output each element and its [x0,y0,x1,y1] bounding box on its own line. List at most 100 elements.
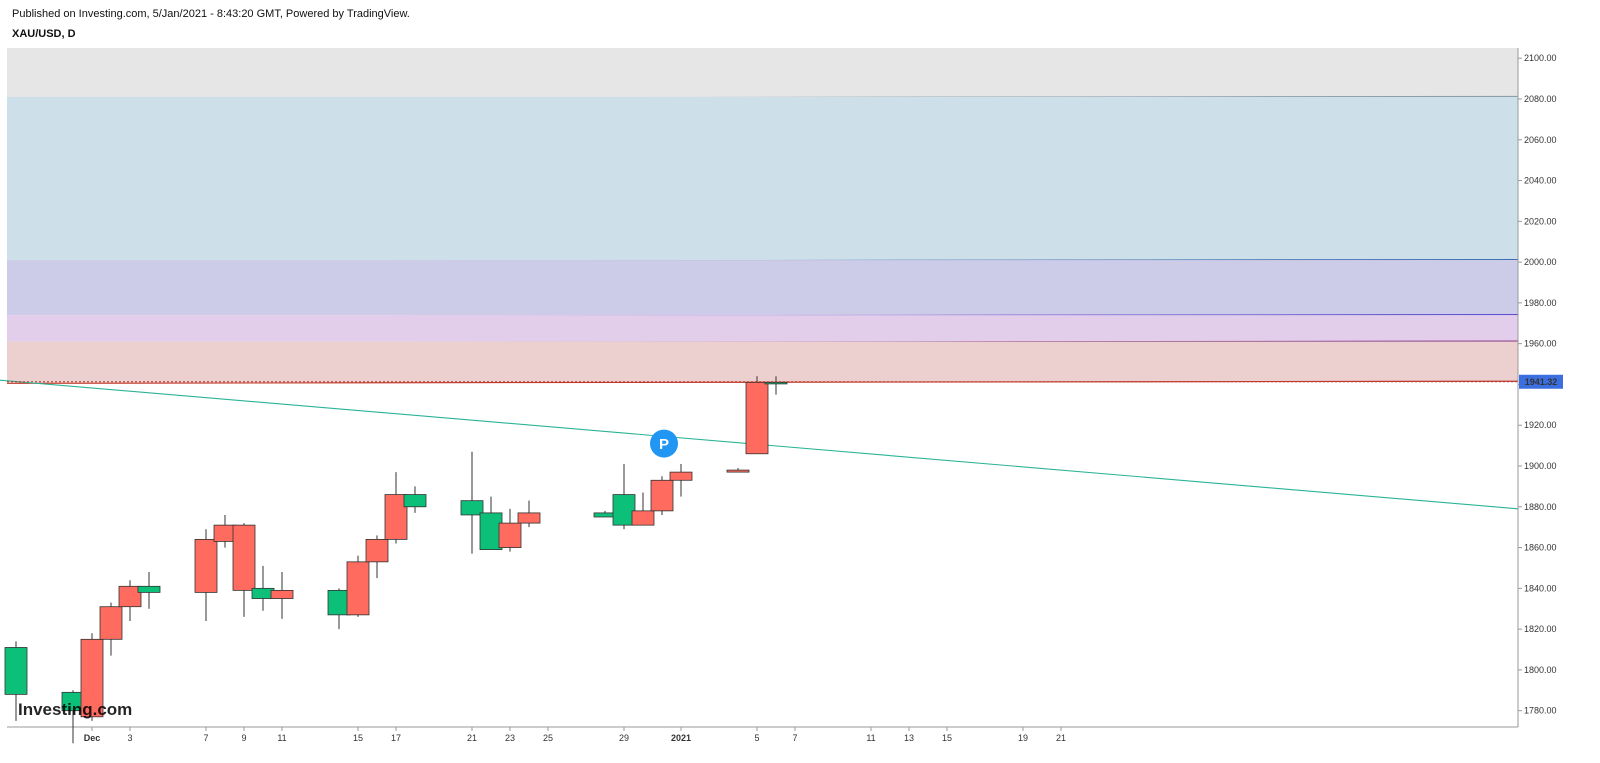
candle-body [726,469,750,473]
y-tick-label: 1820.00 [1524,624,1557,634]
y-tick-label: 1780.00 [1524,706,1557,716]
y-tick-label: 1920.00 [1524,420,1557,430]
y-tick-label: 1960.00 [1524,339,1557,349]
x-tick-label: 5 [754,733,759,743]
x-tick-label: 7 [203,733,208,743]
candle-body [498,522,522,548]
candle-body [80,638,104,718]
x-tick-label: 9 [241,733,246,743]
candle-2021-01-06[interactable] [764,376,788,395]
y-tick-label: 1860.00 [1524,543,1557,553]
candle-2021-01-04[interactable] [726,468,750,473]
chart-frame [7,48,1519,728]
candle-body [118,585,142,608]
fib-band-0 [7,48,1518,97]
time-axis: Dec 3 7 9 11 15 17 21 23 25 29 2021 5 7 11 13 15 19 21 [84,727,1066,743]
fib-band-4 [7,341,1518,382]
candle-body [137,585,161,593]
candle-body [631,510,655,526]
candle-body [384,494,408,540]
x-tick-label: 11 [277,733,286,743]
candle-body [4,647,28,695]
candle-body [745,382,769,455]
x-tick-label: 11 [866,733,875,743]
y-tick-label: 2020.00 [1524,216,1557,226]
candle-body [612,494,636,526]
candle-body [99,606,123,640]
symbol-label: XAU/USD, D [12,28,76,40]
candle-2020-12-09[interactable] [232,523,256,617]
candle-2020-12-15[interactable] [346,555,370,617]
candle-2020-12-31[interactable] [650,476,674,515]
candle-2021-01-01[interactable] [669,463,693,497]
fib-bands [6,48,1519,384]
x-tick-label: 2021 [671,733,691,743]
candle-body [517,512,541,524]
fib-band-2 [7,260,1518,316]
candle-2020-12-04[interactable] [137,572,161,609]
x-tick-label: 15 [353,733,363,743]
x-tick-label: 15 [942,733,952,743]
candle-2020-12-21[interactable] [460,451,484,554]
published-info: Published on Investing.com, 5/Jan/2021 -… [12,8,410,20]
candles [4,376,788,744]
x-tick-label: Dec [84,733,101,743]
candle-body [650,479,674,512]
last-price-tag [1519,374,1563,389]
pivot-marker[interactable]: P [650,429,678,458]
candle-body [194,539,218,593]
candle-2020-12-29[interactable] [612,463,636,530]
y-tick-label: 2080.00 [1524,94,1557,104]
candle-body [764,382,788,385]
last-price-label: 1941.32 [1525,377,1558,387]
x-tick-label: 7 [792,733,797,743]
candle-2020-11-27[interactable] [4,641,28,721]
y-tick-label: 1840.00 [1524,583,1557,593]
candle-2020-12-23[interactable] [498,508,522,552]
x-tick-label: 17 [391,733,401,743]
y-tick-label: 1880.00 [1524,502,1557,512]
x-tick-label: 19 [1018,733,1028,743]
candle-2020-12-18[interactable] [403,486,427,513]
x-tick-label: 3 [127,733,132,743]
pivot-marker-circle [650,429,678,458]
price-axis: 1780.00 1800.00 1820.00 1840.00 1860.00 1880.… [7,53,1563,716]
candle-2020-12-02[interactable] [99,602,123,656]
x-tick-label: 21 [467,733,477,743]
candle-body [403,494,427,508]
candle-2020-12-30[interactable] [631,492,655,526]
y-tick-label: 2000.00 [1524,257,1557,267]
x-tick-label: 13 [904,733,914,743]
y-tick-label: 2100.00 [1524,53,1557,63]
x-tick-label: 23 [505,733,515,743]
candle-body [346,561,370,616]
candle-2020-12-16[interactable] [365,535,389,579]
investing-watermark: Investing.com [18,700,132,719]
candle-2021-01-05[interactable] [745,376,769,455]
fib-band-1 [7,96,1518,261]
y-tick-label: 1800.00 [1524,665,1557,675]
candle-2020-11-30[interactable] [61,690,85,744]
candle-body [669,471,693,481]
candle-2020-12-24[interactable] [517,500,541,528]
candle-2020-12-07[interactable] [194,529,218,621]
x-tick-label: 21 [1056,733,1066,743]
pivot-marker-label: P [659,436,669,453]
y-tick-label: 1900.00 [1524,461,1557,471]
y-tick-label: 2060.00 [1524,135,1557,145]
candle-body [270,589,294,599]
candle-2020-12-03[interactable] [118,580,142,621]
candle-2020-12-11[interactable] [270,572,294,619]
fib-band-3 [7,315,1518,342]
candle-body [460,500,484,516]
x-tick-label: 25 [543,733,553,743]
x-tick-label: 29 [619,733,629,743]
y-tick-label: 2040.00 [1524,176,1557,186]
candle-body [232,524,256,591]
y-tick-label: 1980.00 [1524,298,1557,308]
candle-2020-12-01[interactable] [80,633,104,721]
overlay-layer: P [650,429,678,458]
candle-2020-12-17[interactable] [384,472,408,544]
candle-body [365,539,389,563]
